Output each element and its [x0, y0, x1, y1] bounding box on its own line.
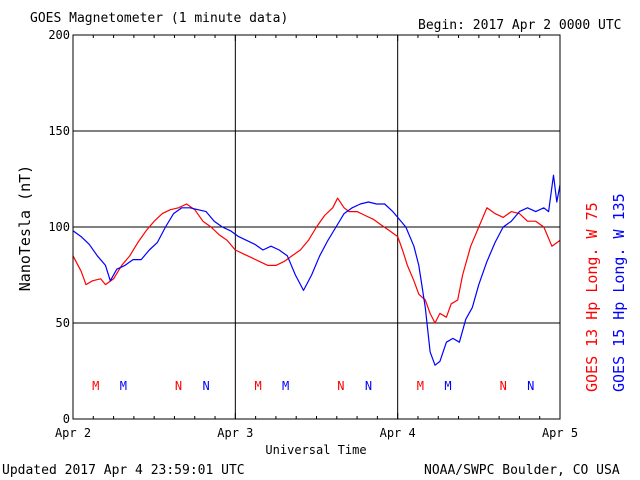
legend-goes15: GOES 15 Hp Long. W 135	[610, 193, 628, 392]
event-marker-m: M	[444, 379, 451, 393]
event-marker-m: M	[254, 379, 261, 393]
series-line-goes13	[72, 197, 561, 324]
x-tick-label: Apr 3	[217, 426, 253, 440]
y-tick-label: 200	[48, 28, 70, 42]
event-marker-m: M	[92, 379, 99, 393]
updated-footer: Updated 2017 Apr 4 23:59:01 UTC	[2, 463, 245, 478]
grid-lines	[72, 35, 561, 419]
event-marker-n: N	[337, 379, 344, 393]
series-line-goes15	[72, 174, 561, 366]
plot-frame	[72, 34, 561, 420]
event-marker-m: M	[120, 379, 127, 393]
x-tick-labels: Apr 2 Apr 3 Apr 4 Apr 5	[55, 426, 578, 440]
y-axis-label: NanoTesla (nT)	[16, 165, 34, 291]
y-tick-label: 150	[48, 124, 70, 138]
event-marker-m: M	[417, 379, 424, 393]
begin-label: Begin: 2017 Apr 2 0000 UTC	[418, 18, 622, 33]
y-tick-label: 50	[56, 316, 70, 330]
event-marker-n: N	[500, 379, 507, 393]
x-axis-label: Universal Time	[265, 443, 366, 457]
y-tick-labels: 0 50 100 150 200	[48, 28, 70, 426]
event-marker-n: N	[527, 379, 534, 393]
event-marker-n: N	[175, 379, 182, 393]
x-tick-label: Apr 5	[542, 426, 578, 440]
x-tick-label: Apr 4	[380, 426, 416, 440]
y-tick-label: 100	[48, 220, 70, 234]
series-lines	[72, 174, 561, 366]
x-tick-label: Apr 2	[55, 426, 91, 440]
y-tick-label: 0	[63, 412, 70, 426]
legend-goes13: GOES 13 Hp Long. W 75	[583, 202, 601, 392]
source-footer: NOAA/SWPC Boulder, CO USA	[424, 463, 620, 478]
event-marker-n: N	[202, 379, 209, 393]
event-marker-n: N	[365, 379, 372, 393]
chart-title: GOES Magnetometer (1 minute data)	[30, 11, 288, 26]
event-marker-m: M	[282, 379, 289, 393]
